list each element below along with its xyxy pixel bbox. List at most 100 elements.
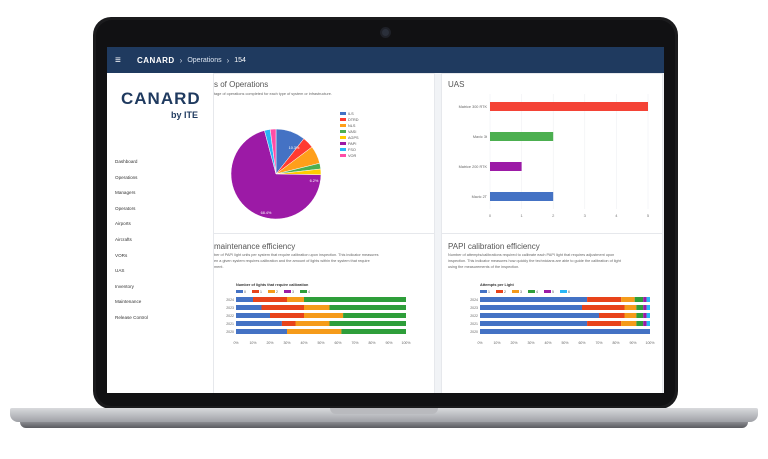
stacked-bar-segment bbox=[636, 321, 644, 326]
y-tick-label: 2024 bbox=[470, 298, 478, 302]
brand-logo[interactable]: CANARD bbox=[137, 55, 175, 65]
uas-card: UAS 0 1 2 3 4 5 Matrice 300 RTK Mavic 3t Matrice… bbox=[441, 73, 663, 245]
stacked-bar-segment bbox=[236, 329, 287, 334]
x-tick-label: 30% bbox=[283, 341, 290, 345]
legend-label: 5 bbox=[552, 290, 554, 294]
breadcrumb-current: 154 bbox=[234, 56, 246, 64]
stacked-bar-segment bbox=[261, 305, 304, 310]
legend-label: NLS bbox=[348, 124, 356, 128]
stacked-bar-segment bbox=[304, 305, 330, 310]
y-tick-label: Mavic 3t bbox=[473, 135, 488, 139]
legend-label: 6 bbox=[568, 290, 570, 294]
top-bar: ≡ CANARD › Operations › 154 bbox=[107, 47, 664, 73]
card-title: maintenance efficiency bbox=[214, 242, 296, 251]
sidebar-item-aircrafts[interactable]: Aircrafts bbox=[115, 236, 132, 242]
card-title: PAPI calibration efficiency bbox=[448, 242, 540, 251]
x-tick-label: 1 bbox=[520, 213, 523, 218]
chevron-right-icon: › bbox=[179, 55, 183, 65]
legend-swatch bbox=[300, 290, 307, 293]
x-tick-label: 4 bbox=[615, 213, 618, 218]
sidebar-item-operations[interactable]: Operations bbox=[115, 174, 138, 180]
sidebar-item-dashboard[interactable]: Dashboard bbox=[115, 159, 138, 164]
x-tick-label: 10% bbox=[493, 341, 500, 345]
legend-label: 3 bbox=[520, 290, 522, 294]
maintenance-stacked-bar-chart: Number of lights that require calibratio… bbox=[226, 283, 410, 345]
legend-label: FSO bbox=[348, 148, 356, 152]
chart-title: Attempts per Light bbox=[480, 283, 514, 287]
stacked-bar-segment bbox=[281, 321, 296, 326]
pie-chart: 10.3% 6.2% 68.4% ILS DTRD NLS VASI AGPS PAPI FSO V… bbox=[230, 112, 359, 220]
legend-swatch bbox=[340, 130, 346, 133]
x-tick-label: 80% bbox=[368, 341, 375, 345]
stacked-bar-segment bbox=[634, 297, 644, 302]
stacked-bar-segment bbox=[287, 297, 304, 302]
uas-bar bbox=[490, 132, 554, 141]
x-tick-label: 0% bbox=[233, 341, 238, 345]
papi-card: PAPI calibration efficiency Number of at… bbox=[441, 233, 663, 393]
stacked-bar-segment bbox=[480, 321, 588, 326]
logo-subtitle: by ITE bbox=[171, 110, 199, 120]
laptop-notch bbox=[330, 408, 438, 414]
sidebar-item-release-control[interactable]: Release Control bbox=[115, 314, 148, 320]
stacked-bar-segment bbox=[236, 305, 262, 310]
stacked-bar-segment bbox=[646, 321, 650, 326]
papi-stacked-bar-chart: Attempts per Light 1 2 3 4 5 6 2024 2023 2022 2021… bbox=[470, 283, 654, 345]
stacked-bar-segment bbox=[643, 313, 647, 318]
menu-icon[interactable]: ≡ bbox=[115, 54, 121, 66]
stacked-bar-segment bbox=[329, 305, 406, 310]
stacked-bar-segment bbox=[270, 313, 304, 318]
y-tick-label: 2020 bbox=[470, 330, 478, 334]
sidebar-item-inventory[interactable]: Inventory bbox=[115, 283, 134, 289]
y-tick-label: Matrice 200 RTK bbox=[459, 165, 488, 169]
legend-swatch bbox=[340, 154, 346, 157]
x-tick-label: 90% bbox=[629, 341, 636, 345]
stacked-bar-segment bbox=[621, 297, 635, 302]
stacked-bar-segment bbox=[343, 313, 406, 318]
card-description-3: using the measurements of the inspection… bbox=[448, 265, 520, 269]
x-tick-label: 20% bbox=[510, 341, 517, 345]
stacked-bar-segment bbox=[236, 297, 253, 302]
breadcrumb-operations[interactable]: Operations bbox=[187, 56, 222, 64]
operations-pie-card: s of Operations tage of operations compl… bbox=[213, 73, 435, 245]
x-tick-label: 5 bbox=[647, 213, 650, 218]
sidebar-item-managers[interactable]: Managers bbox=[115, 190, 136, 196]
sidebar-item-maintenance[interactable]: Maintenance bbox=[115, 299, 142, 305]
legend-label: 0 bbox=[244, 290, 246, 294]
sidebar-item-vors[interactable]: VORs bbox=[115, 252, 128, 258]
uas-bar bbox=[490, 192, 554, 201]
legend-swatch bbox=[284, 290, 291, 293]
x-tick-label: 50% bbox=[317, 341, 324, 345]
stacked-bar-segment bbox=[329, 321, 406, 326]
pie-data-label: 10.3% bbox=[289, 146, 300, 150]
x-tick-label: 0% bbox=[477, 341, 482, 345]
stacked-bar-segment bbox=[636, 305, 644, 310]
stacked-bar-segment bbox=[480, 297, 588, 302]
sidebar-item-uas[interactable]: UAS bbox=[115, 268, 125, 274]
x-tick-label: 20% bbox=[266, 341, 273, 345]
legend-label: VASI bbox=[348, 130, 356, 134]
legend-label: 2 bbox=[276, 290, 278, 294]
uas-bar-chart: 0 1 2 3 4 5 Matrice 300 RTK Mavic 3t Matrice 200… bbox=[459, 94, 650, 218]
stacked-bar-segment bbox=[646, 305, 650, 310]
x-tick-label: 80% bbox=[612, 341, 619, 345]
legend-label: AGPS bbox=[348, 136, 359, 140]
card-description-2: inspection. This indicator measures how … bbox=[448, 259, 621, 263]
legend-swatch bbox=[340, 136, 346, 139]
sidebar-item-operators[interactable]: Operators bbox=[115, 205, 136, 211]
logo: CANARD bbox=[121, 89, 201, 108]
x-tick-label: 70% bbox=[595, 341, 602, 345]
sidebar-item-airports[interactable]: Airports bbox=[115, 221, 131, 227]
sidebar: CANARD by ITE Dashboard Operations Manag… bbox=[107, 73, 213, 393]
x-tick-label: 40% bbox=[300, 341, 307, 345]
stacked-bar-segment bbox=[643, 297, 647, 302]
chart-title: Number of lights that require calibratio… bbox=[236, 283, 309, 287]
legend-label: 4 bbox=[536, 290, 538, 294]
stacked-bar-segment bbox=[341, 329, 406, 334]
legend-swatch bbox=[236, 290, 243, 293]
y-tick-label: 2022 bbox=[226, 314, 234, 318]
card-description-3: ment. bbox=[214, 265, 224, 269]
x-tick-label: 40% bbox=[544, 341, 551, 345]
y-tick-label: 2023 bbox=[226, 306, 234, 310]
card-title: UAS bbox=[448, 80, 465, 89]
stacked-bar-segment bbox=[295, 321, 330, 326]
